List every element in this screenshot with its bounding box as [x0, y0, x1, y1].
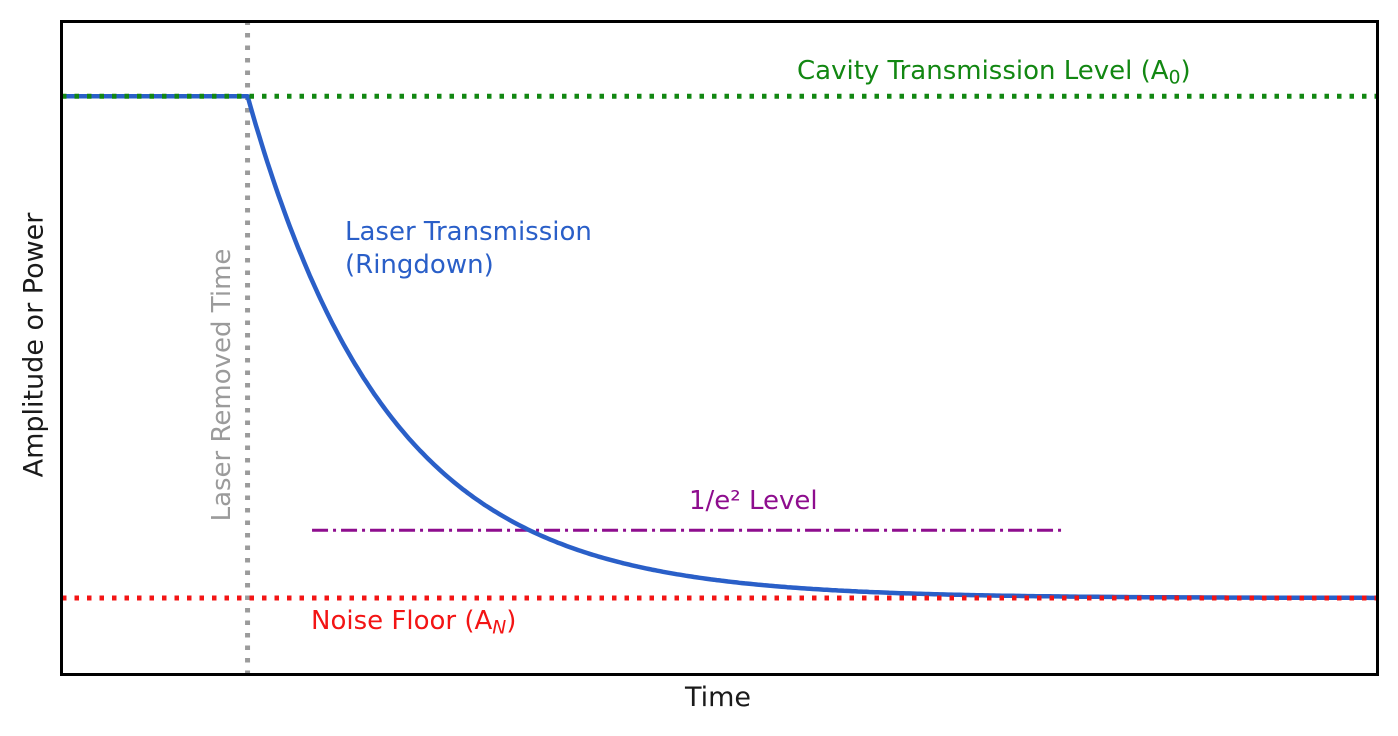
- plot-border: [60, 20, 1379, 676]
- laser-transmission-label-line2: (Ringdown): [345, 250, 494, 280]
- x-axis-label: Time: [684, 682, 752, 713]
- laser-transmission-label: Laser Transmission (Ringdown): [345, 216, 592, 282]
- cavity-label-subscript: 0: [1168, 67, 1181, 89]
- ringdown-curve: [62, 93, 1378, 601]
- laser-transmission-label-line1: Laser Transmission: [345, 217, 592, 247]
- noise-floor-label: Noise Floor (AN): [311, 606, 516, 639]
- noise-label-close: ): [506, 606, 517, 636]
- noise-label-subscript: N: [492, 617, 507, 639]
- laser-removed-time-label: Laser Removed Time: [207, 248, 237, 522]
- noise-label-text: Noise Floor (A: [311, 606, 493, 636]
- cavity-label-text: Cavity Transmission Level (A: [797, 56, 1169, 86]
- one-over-e2-level-label: 1/e² Level: [689, 486, 818, 516]
- cavity-transmission-level-label: Cavity Transmission Level (A0): [797, 56, 1191, 89]
- y-axis-label: Amplitude or Power: [18, 212, 50, 478]
- cavity-label-close: ): [1180, 56, 1191, 86]
